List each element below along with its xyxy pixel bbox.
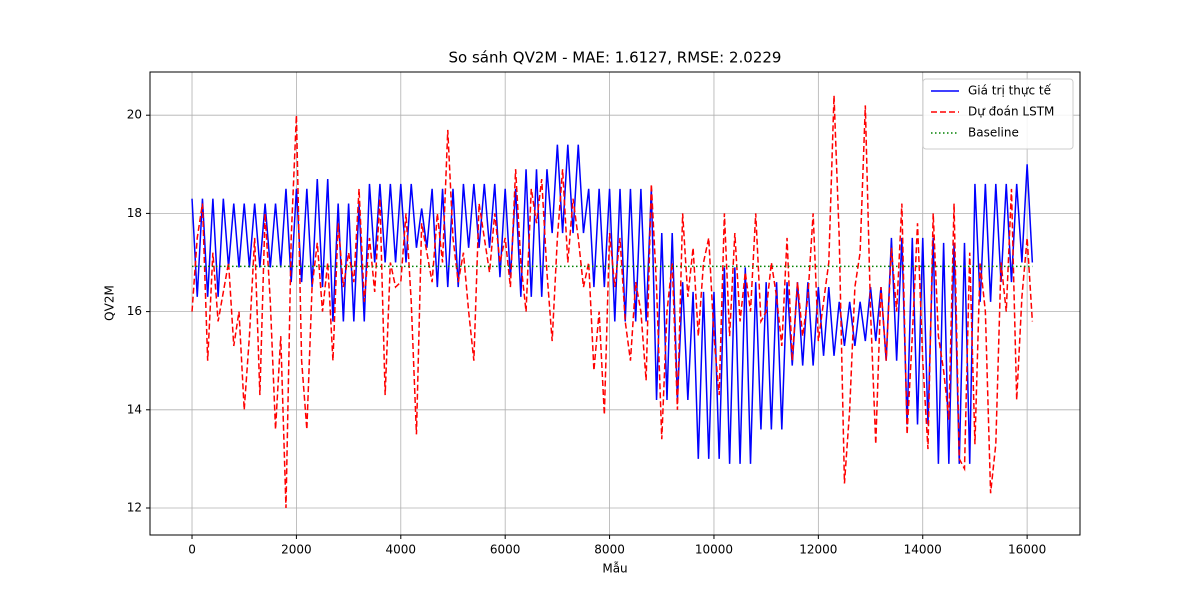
legend-label: Giá trị thực tế bbox=[968, 84, 1052, 98]
x-tick-label: 12000 bbox=[799, 543, 837, 557]
legend-label: Baseline bbox=[968, 126, 1019, 140]
x-tick-label: 0 bbox=[188, 543, 196, 557]
plot-frame bbox=[149, 71, 1081, 536]
x-tick-label: 14000 bbox=[904, 543, 942, 557]
legend-box bbox=[922, 78, 1074, 150]
legend: Giá trị thực tế Dự đoán LSTM Baseline bbox=[922, 78, 1074, 150]
y-tick-label: 20 bbox=[127, 108, 142, 122]
data-line bbox=[191, 95, 1034, 509]
x-tick-label: 6000 bbox=[490, 543, 521, 557]
legend-label: Dự đoán LSTM bbox=[968, 105, 1054, 119]
y-tick-label: 16 bbox=[127, 304, 142, 318]
y-axis-label: QV2M bbox=[103, 285, 117, 321]
x-tick-label: 4000 bbox=[386, 543, 417, 557]
x-tick-label: 2000 bbox=[281, 543, 312, 557]
chart-title: So sánh QV2M - MAE: 1.6127, RMSE: 2.0229 bbox=[449, 49, 782, 67]
y-tick-label: 18 bbox=[127, 206, 142, 220]
y-tick-label: 14 bbox=[127, 402, 142, 416]
x-axis-label: Mẫu bbox=[602, 562, 627, 576]
x-tick-label: 16000 bbox=[1008, 543, 1046, 557]
x-tick-label: 10000 bbox=[695, 543, 733, 557]
y-tick-label: 12 bbox=[127, 500, 142, 514]
x-tick-label: 8000 bbox=[594, 543, 625, 557]
